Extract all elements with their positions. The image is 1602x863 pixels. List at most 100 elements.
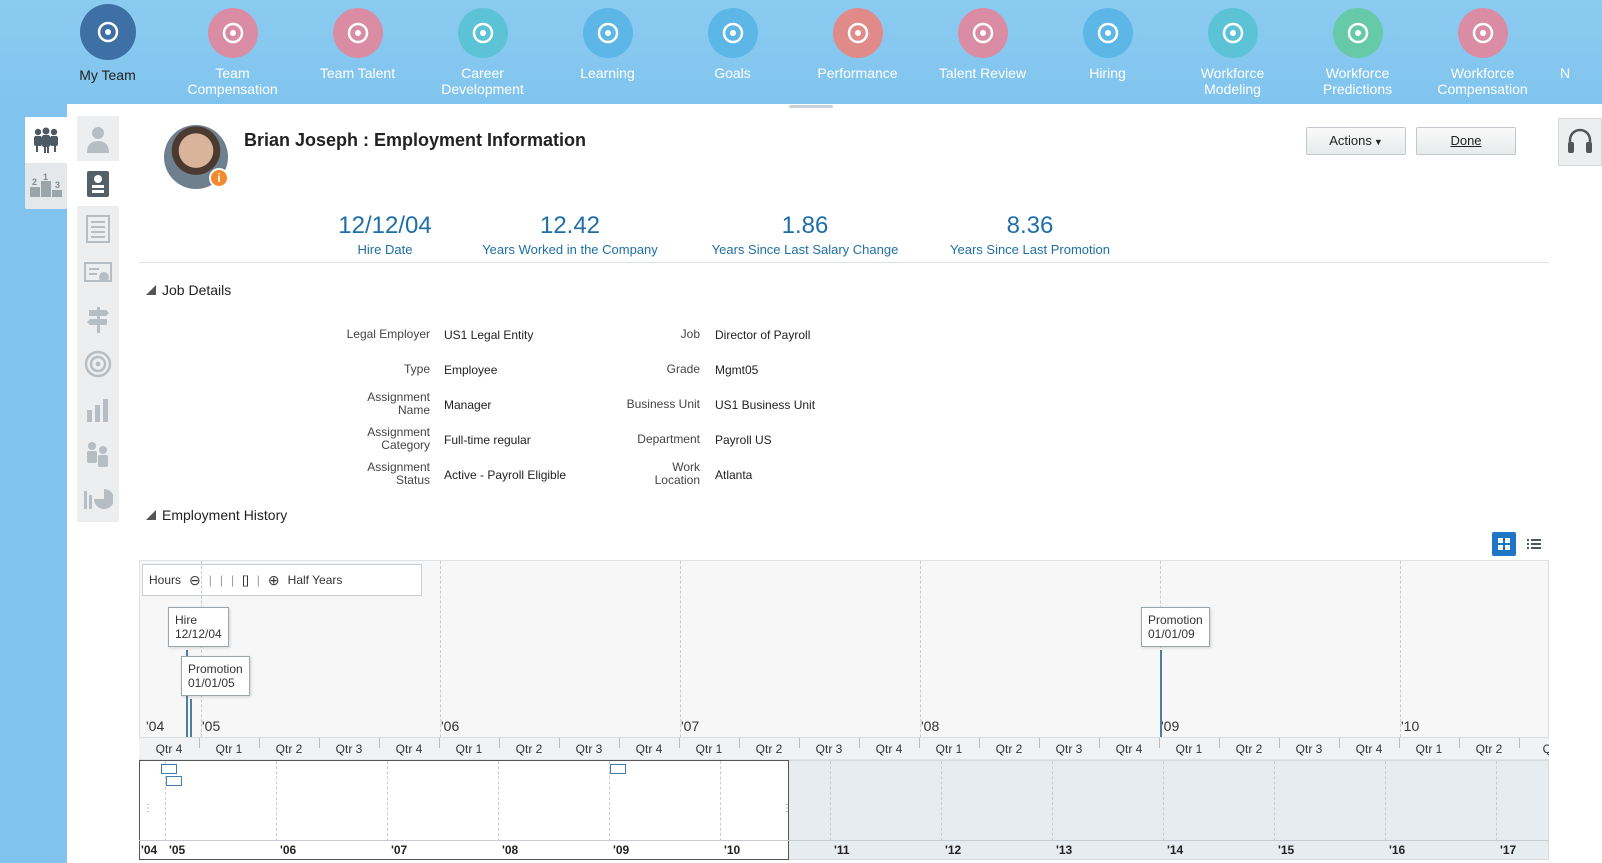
nav-item-6[interactable]: Performance: [795, 0, 920, 81]
quarter-tick: [559, 738, 560, 748]
metric-years-worked: 12.42 Years Worked in the Company: [470, 212, 670, 257]
field-label: Department: [637, 432, 700, 446]
job-details-toggle[interactable]: Job Details: [146, 282, 231, 298]
quarter-label: Qtr 2: [275, 742, 303, 756]
quarter-axis: Qtr 4 Qtr 1 Qtr 2 Qtr 3 Qtr 4 Qtr 1 Qtr 2 Qtr 3…: [139, 737, 1549, 759]
timeline-event[interactable]: Promotion 01/01/09: [1141, 607, 1210, 647]
nav-item-12[interactable]: N: [1560, 0, 1602, 81]
zoom-in-icon[interactable]: ⊕: [267, 571, 280, 588]
nav-item-label: Team Talent: [319, 65, 396, 81]
nav-item-1[interactable]: Team Compensation: [170, 0, 295, 97]
sidebar-item-performance[interactable]: [77, 386, 119, 431]
team-view-button[interactable]: [25, 117, 67, 163]
sidebar-item-goals[interactable]: [77, 341, 119, 386]
sidebar-item-career[interactable]: [77, 296, 119, 341]
collapse-triangle-icon: [146, 285, 156, 295]
quarter-label: Qtr 3: [575, 742, 603, 756]
sidebar-item-employment[interactable]: [77, 161, 119, 206]
nav-item-label: N: [1560, 65, 1571, 81]
sidebar-item-team-talent[interactable]: [77, 431, 119, 476]
quarter-tick: [1459, 738, 1460, 748]
nav-item-5[interactable]: Goals: [670, 0, 795, 81]
zoom-tick[interactable]: |: [231, 573, 235, 587]
panel-drag-handle[interactable]: [789, 105, 833, 108]
nav-item-label: Team Compensation: [187, 65, 278, 97]
nav-item-2[interactable]: Team Talent: [295, 0, 420, 81]
overview-resize-grip-icon[interactable]: ⋮: [143, 803, 153, 814]
zoom-tick[interactable]: |: [256, 573, 260, 587]
quarter-label: Qtr 1: [1415, 742, 1443, 756]
sidebar-item-person[interactable]: [77, 116, 119, 161]
certificate-icon: [84, 261, 112, 282]
quarter-label: Qtr 4: [155, 742, 183, 756]
event-date: 01/01/09: [1148, 627, 1195, 641]
overview-event-marker: [166, 776, 182, 786]
overview-year-label: '04: [141, 843, 158, 857]
nav-item-0[interactable]: My Team: [45, 0, 170, 83]
zoom-tick[interactable]: |: [208, 573, 212, 587]
year-label: '05: [202, 718, 221, 734]
podium-icon: 2 13: [30, 173, 62, 197]
nav-item-10[interactable]: Workforce Predictions: [1295, 0, 1420, 97]
job-details-heading: Job Details: [162, 282, 232, 298]
actions-button[interactable]: Actions ▼: [1306, 127, 1406, 155]
list-view-button[interactable]: [1522, 532, 1546, 556]
field-label: Business Unit: [626, 397, 700, 411]
sidebar-item-document[interactable]: [77, 206, 119, 251]
info-badge-icon[interactable]: i: [209, 168, 229, 188]
top-navigation: My Team Team Compensation Team Talent Caree…: [0, 0, 1602, 102]
event-title: Promotion: [1148, 613, 1203, 627]
compensation-icon: [207, 8, 258, 58]
field-value: US1 Business Unit: [715, 398, 816, 412]
nav-item-7[interactable]: Talent Review: [920, 0, 1045, 81]
divider: [139, 262, 1549, 263]
nav-item-9[interactable]: Workforce Modeling: [1170, 0, 1295, 97]
nav-item-4[interactable]: Learning: [545, 0, 670, 81]
nav-item-11[interactable]: Workforce Compensation: [1420, 0, 1545, 97]
quarter-tick: [1399, 738, 1400, 748]
year-label: '04: [146, 718, 165, 734]
field-value: US1 Legal Entity: [444, 328, 534, 342]
event-title: Promotion: [188, 662, 243, 676]
zoom-fit-icon[interactable]: []: [242, 573, 249, 587]
quarter-tick: [1099, 738, 1100, 748]
overview-event-marker: [161, 764, 177, 774]
overview-year-label: '06: [280, 843, 297, 857]
field-label: Assignment Name: [367, 390, 430, 417]
metric-years-promotion: 8.36 Years Since Last Promotion: [930, 212, 1130, 257]
timeline-view-button[interactable]: [1492, 532, 1516, 556]
sidebar-item-compensation[interactable]: [77, 251, 119, 296]
timeline-event[interactable]: Hire 12/12/04: [168, 607, 229, 647]
people-group-icon: [34, 127, 58, 153]
field-value: Payroll US: [715, 433, 772, 447]
zoom-max-label: Half Years: [287, 573, 343, 587]
field-label: Assignment Status: [367, 460, 430, 487]
nav-item-8[interactable]: Hiring: [1045, 0, 1170, 81]
event-marker-line: [190, 699, 192, 737]
overview-gridline: [498, 761, 499, 841]
quarter-label: Qtr 1: [215, 742, 243, 756]
year-gridline: [680, 561, 681, 737]
overview-year-label: '12: [945, 843, 962, 857]
bar-chart-icon: [87, 398, 108, 422]
compensation-icon: [1457, 8, 1508, 58]
overview-gridline: [720, 761, 721, 841]
help-button[interactable]: [1558, 118, 1602, 166]
overview-year-label: '05: [169, 843, 186, 857]
overview-resize-grip-icon[interactable]: ⋮: [782, 803, 792, 814]
done-button[interactable]: Done: [1416, 127, 1516, 155]
quarter-label: Qtr 3: [335, 742, 363, 756]
collapse-triangle-icon: [146, 510, 156, 520]
nav-item-label: Learning: [580, 65, 635, 81]
overview-window[interactable]: [139, 760, 789, 860]
sidebar-item-analytics[interactable]: [77, 476, 119, 521]
timeline-event[interactable]: Promotion 01/01/05: [181, 656, 250, 696]
people-search-icon: [1082, 8, 1133, 58]
nav-item-3[interactable]: Career Development: [420, 0, 545, 97]
zoom-tick[interactable]: |: [219, 573, 223, 587]
employment-history-toggle[interactable]: Employment History: [146, 507, 287, 523]
zoom-out-icon[interactable]: ⊖: [189, 571, 201, 588]
year-label: '10: [1401, 718, 1420, 734]
field-label: Work Location: [654, 460, 700, 487]
